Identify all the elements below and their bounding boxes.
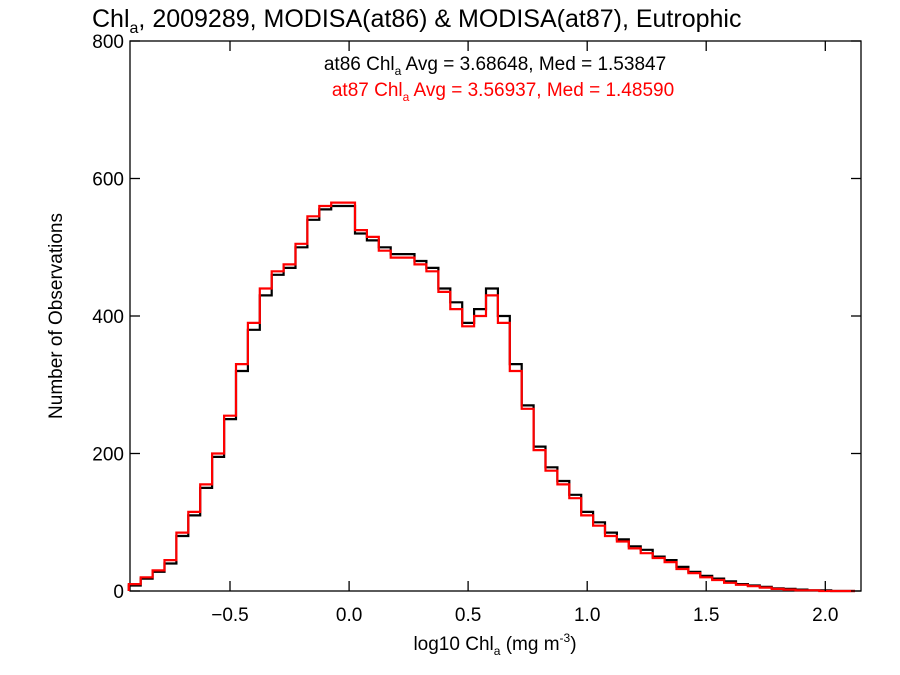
x-tick-label: −0.5 <box>211 605 249 626</box>
x-tick-label: 1.5 <box>693 605 719 626</box>
annotation-at87: at87 Chla Avg = 3.56937, Med = 1.48590 <box>332 80 674 104</box>
x-axis: −0.5 0.0 0.5 1.0 1.5 2.0 <box>211 41 839 626</box>
annotation-at86: at86 Chla Avg = 3.68648, Med = 1.53847 <box>324 54 666 78</box>
x-tick-label: 0.0 <box>336 605 362 626</box>
y-tick-label: 400 <box>92 307 124 328</box>
series-0-line <box>127 204 855 593</box>
chart-title: Chla, 2009289, MODISA(at86) & MODISA(at8… <box>92 5 741 37</box>
x-tick-label: 1.0 <box>574 605 600 626</box>
y-tick-label: 600 <box>92 170 124 191</box>
y-axis: 0 200 400 600 800 <box>92 32 861 603</box>
y-tick-label: 200 <box>92 445 124 466</box>
series-1-line <box>127 201 855 593</box>
series-layer <box>127 201 855 593</box>
x-tick-label: 2.0 <box>812 605 838 626</box>
plot-frame <box>129 40 862 592</box>
y-axis-label: Number of Observations <box>46 213 67 419</box>
y-tick-label: 0 <box>113 582 124 603</box>
y-tick-label: 800 <box>92 32 124 53</box>
x-tick-label: 0.5 <box>455 605 481 626</box>
x-axis-label: log10 Chla (mg m-3) <box>413 631 576 658</box>
